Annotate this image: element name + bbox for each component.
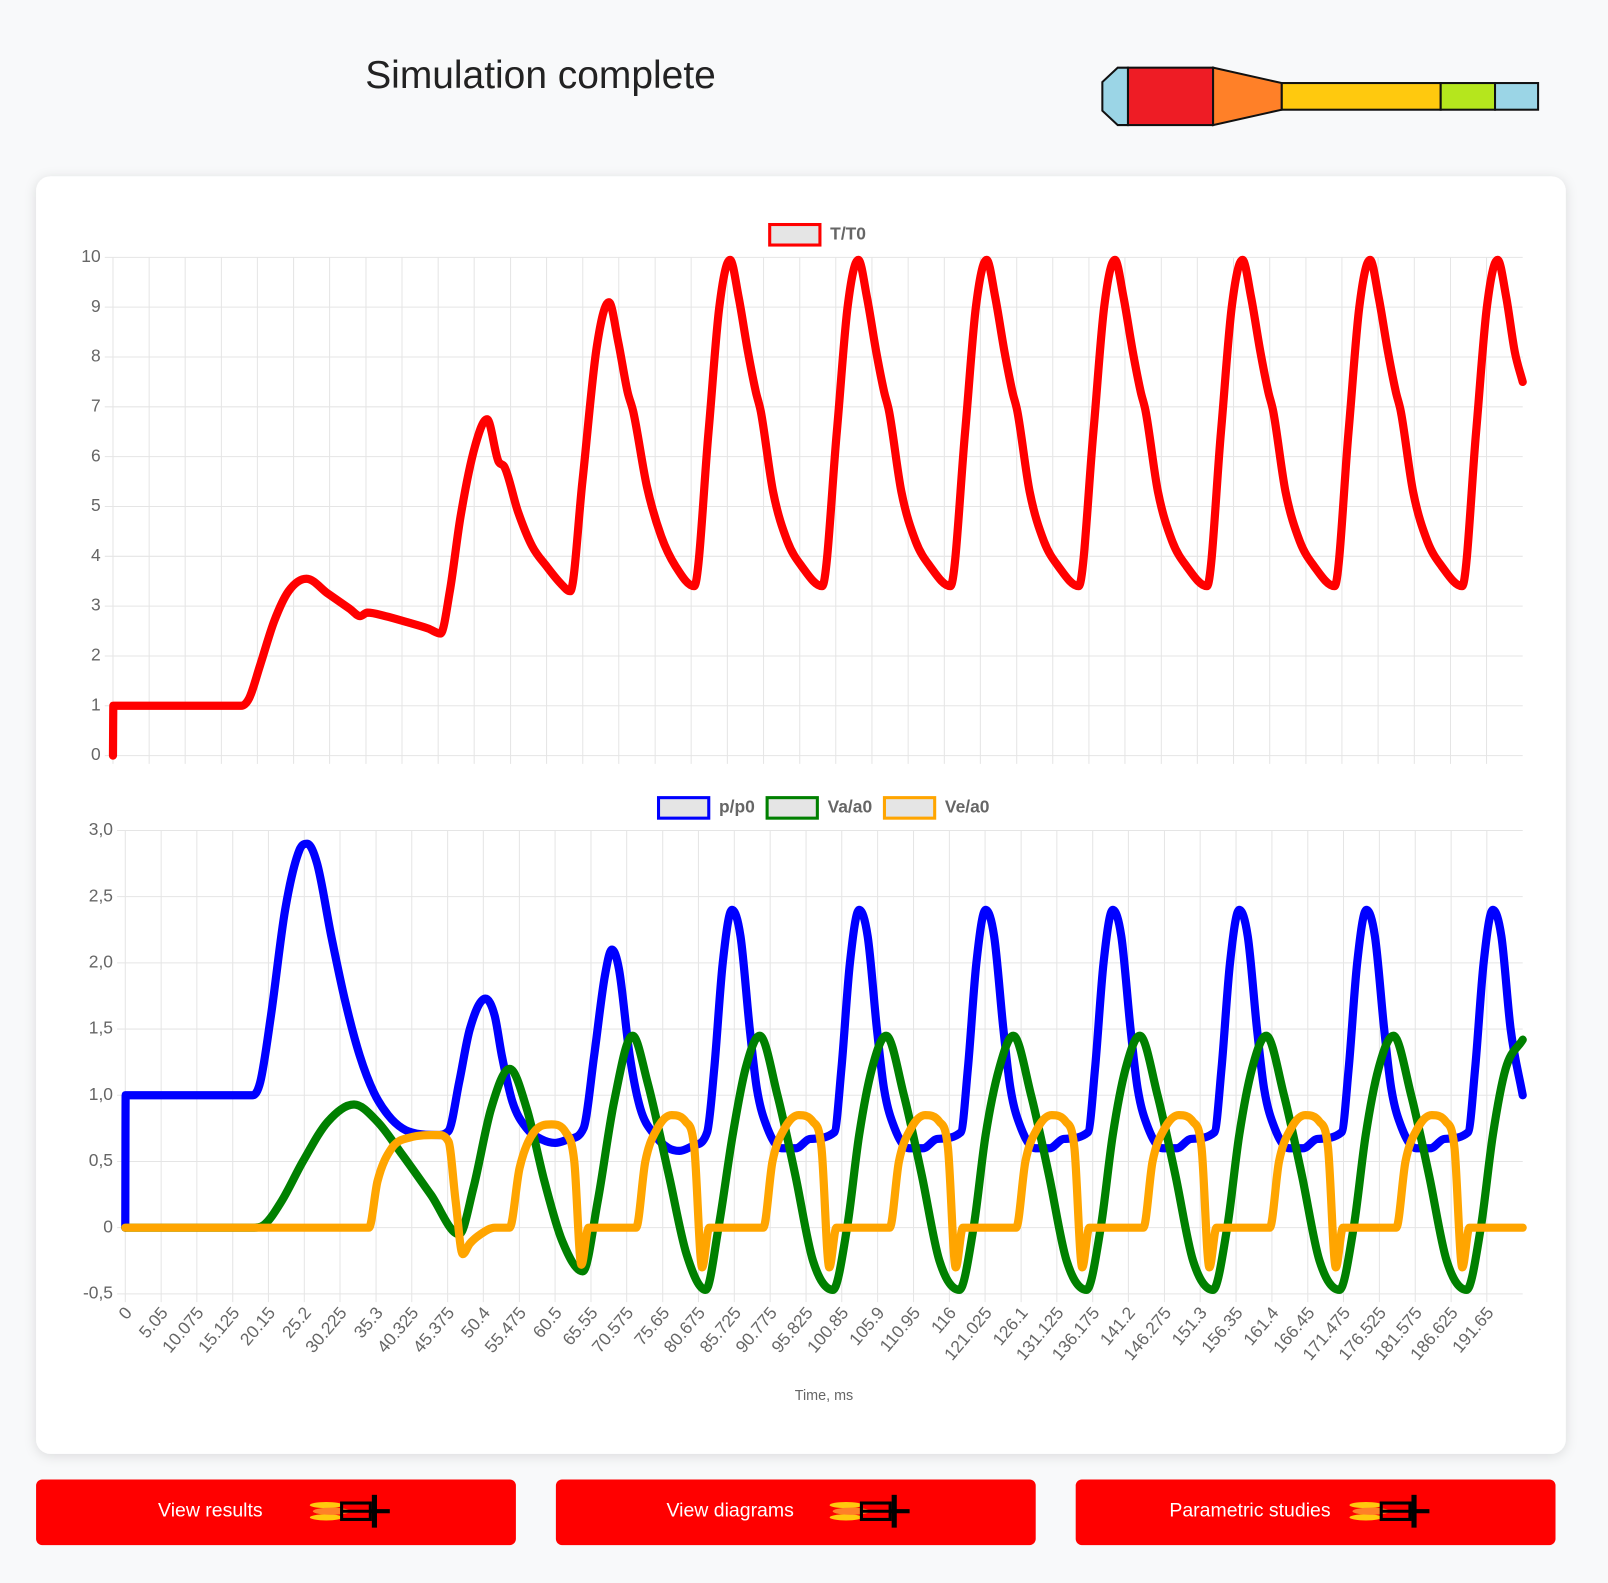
y-tick-label: 2,5 bbox=[89, 885, 113, 905]
tube-1 bbox=[1280, 82, 1442, 111]
button[interactable]: View results bbox=[36, 1479, 516, 1546]
y-tick-label: 1,0 bbox=[89, 1084, 113, 1104]
legend-label: T/T0 bbox=[830, 223, 866, 243]
engine-diagram bbox=[1101, 66, 1540, 127]
button-bg[interactable] bbox=[1075, 1479, 1556, 1546]
rocket-icon bbox=[309, 1494, 390, 1528]
y-tick-label: 2 bbox=[91, 645, 101, 665]
button[interactable]: Parametric studies bbox=[1075, 1479, 1556, 1546]
page-title: Simulation complete bbox=[365, 54, 716, 97]
y-tick-label: 1,5 bbox=[89, 1018, 113, 1038]
flame bbox=[309, 1502, 343, 1509]
legend: p/p0 Va/a0 Ve/a0 bbox=[656, 796, 990, 820]
button-bg[interactable] bbox=[36, 1479, 516, 1546]
flame bbox=[829, 1502, 863, 1509]
x-axis-title: Time, ms bbox=[795, 1388, 853, 1404]
tube-3 bbox=[1493, 82, 1540, 111]
flame bbox=[1349, 1502, 1383, 1509]
series-line bbox=[121, 839, 1527, 1232]
y-tick-label: 9 bbox=[91, 296, 101, 316]
y-tick-label: 7 bbox=[91, 395, 101, 415]
y-tick-label: 8 bbox=[91, 346, 101, 366]
y-tick-label: 0,5 bbox=[89, 1150, 113, 1170]
y-tick-label: 4 bbox=[91, 545, 101, 565]
legend: T/T0 bbox=[768, 222, 866, 247]
flame bbox=[309, 1514, 343, 1521]
button-label[interactable]: Parametric studies bbox=[1169, 1499, 1330, 1521]
series-line bbox=[108, 255, 1527, 760]
legend-swatch bbox=[882, 796, 937, 820]
button-row: View results View diagrams Parametric stud… bbox=[36, 1479, 1556, 1546]
button-bg[interactable] bbox=[555, 1479, 1036, 1546]
y-tick-label: -0,5 bbox=[83, 1282, 113, 1302]
series-line bbox=[121, 1031, 1527, 1295]
y-tick-label: 0 bbox=[103, 1216, 113, 1236]
y-tick-label: 6 bbox=[91, 445, 101, 465]
nozzle bbox=[1212, 66, 1283, 127]
rocket-icon bbox=[829, 1494, 910, 1528]
y-tick-label: 10 bbox=[81, 246, 100, 266]
intake bbox=[1101, 66, 1130, 127]
legend-label: Va/a0 bbox=[828, 797, 873, 817]
legend-swatch bbox=[768, 222, 822, 247]
legend-swatch bbox=[656, 796, 711, 820]
y-tick-label: 3 bbox=[91, 595, 101, 615]
flame bbox=[829, 1514, 863, 1521]
series-line bbox=[121, 1111, 1527, 1272]
y-tick-label: 1 bbox=[91, 694, 101, 714]
y-tick-label: 5 bbox=[91, 495, 101, 515]
y-tick-label: 3,0 bbox=[89, 819, 113, 839]
rocket-icon bbox=[1349, 1494, 1430, 1528]
legend-swatch bbox=[765, 796, 819, 820]
combustion-chamber bbox=[1126, 66, 1215, 127]
button[interactable]: View diagrams bbox=[555, 1479, 1036, 1546]
y-tick-label: 2,0 bbox=[89, 951, 113, 971]
chart: 0 1 2 3 4 5 6 7 8 9 10 T/T0 bbox=[81, 222, 1527, 764]
legend-label: Ve/a0 bbox=[945, 797, 990, 817]
flame bbox=[1349, 1514, 1383, 1521]
button-label[interactable]: View diagrams bbox=[667, 1499, 795, 1521]
tube-2 bbox=[1439, 82, 1497, 111]
y-tick-label: 0 bbox=[91, 744, 101, 764]
button-label[interactable]: View results bbox=[158, 1499, 263, 1521]
legend-label: p/p0 bbox=[719, 797, 755, 817]
